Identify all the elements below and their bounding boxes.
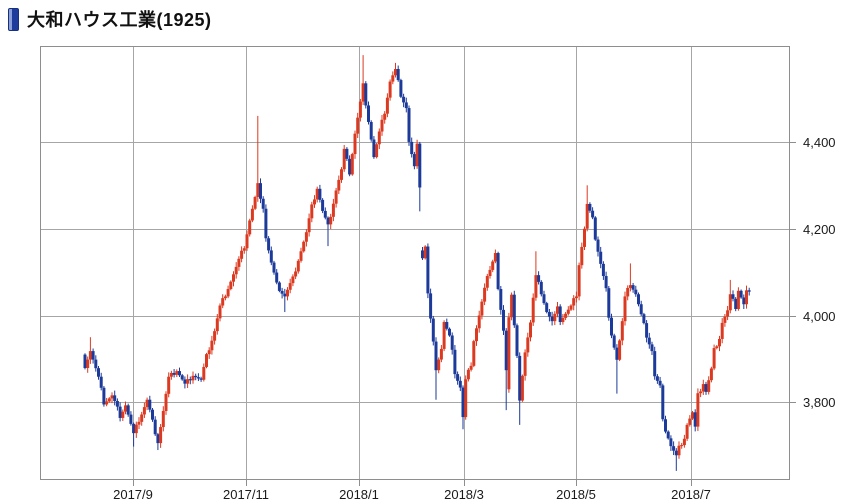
x-tick-label: 2018/1 xyxy=(339,487,379,502)
page-title: 大和ハウス工業(1925) xyxy=(27,10,212,30)
y-tick-label: 4,400 xyxy=(803,134,836,150)
x-tick-label: 2017/11 xyxy=(222,487,270,502)
x-tick-label: 2018/5 xyxy=(556,487,596,502)
x-tick-label: 2018/7 xyxy=(671,487,711,502)
title-marker-icon xyxy=(8,7,19,31)
chart-header: 大和ハウス工業(1925) xyxy=(8,6,212,32)
y-tick-label: 4,200 xyxy=(803,221,836,237)
y-tick-label: 3,800 xyxy=(803,395,836,411)
x-tick-label: 2017/9 xyxy=(113,487,153,502)
x-tick-label: 2018/3 xyxy=(444,487,484,502)
y-tick-label: 4,000 xyxy=(803,308,836,324)
